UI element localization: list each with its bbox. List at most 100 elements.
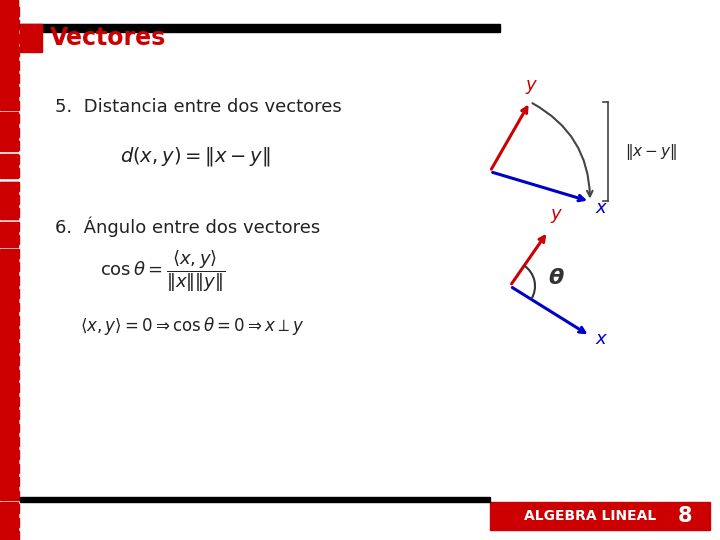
Bar bbox=[0, 349, 18, 359]
Bar bbox=[0, 516, 18, 526]
Bar bbox=[0, 168, 19, 177]
Text: 6.  Ángulo entre dos vectores: 6. Ángulo entre dos vectores bbox=[55, 216, 320, 237]
Bar bbox=[0, 251, 18, 261]
Bar bbox=[0, 289, 19, 298]
Bar bbox=[0, 491, 19, 500]
Bar bbox=[0, 91, 18, 105]
Bar bbox=[0, 160, 18, 173]
Bar bbox=[0, 307, 18, 317]
Bar bbox=[0, 437, 19, 446]
Bar bbox=[0, 87, 19, 97]
Bar bbox=[0, 101, 19, 110]
Bar bbox=[0, 435, 18, 448]
Bar bbox=[0, 222, 19, 231]
Bar bbox=[0, 343, 18, 357]
Bar bbox=[0, 42, 18, 52]
Bar bbox=[0, 343, 19, 352]
Bar bbox=[0, 74, 19, 83]
Text: $\langle x, y \rangle = 0 \Rightarrow \cos\theta = 0 \Rightarrow x \perp y$: $\langle x, y \rangle = 0 \Rightarrow \c… bbox=[80, 315, 305, 337]
Bar bbox=[0, 262, 19, 271]
Bar bbox=[0, 488, 18, 498]
Bar bbox=[0, 98, 18, 108]
Bar bbox=[0, 320, 18, 334]
Bar bbox=[0, 297, 18, 311]
Bar bbox=[0, 224, 18, 233]
Bar bbox=[0, 363, 18, 373]
Bar bbox=[0, 237, 18, 247]
Bar bbox=[0, 377, 18, 387]
Bar bbox=[0, 370, 19, 379]
Bar bbox=[0, 433, 18, 442]
Bar bbox=[0, 181, 19, 191]
Text: 5.  Distancia entre dos vectores: 5. Distancia entre dos vectores bbox=[55, 98, 342, 116]
Text: x: x bbox=[595, 199, 606, 218]
Bar bbox=[0, 45, 18, 59]
Bar bbox=[0, 460, 18, 470]
Text: ALGEBRA LINEAL: ALGEBRA LINEAL bbox=[524, 509, 656, 523]
Bar bbox=[0, 154, 19, 164]
Bar bbox=[0, 518, 19, 526]
Bar bbox=[0, 404, 18, 415]
Bar bbox=[0, 114, 19, 123]
Bar bbox=[0, 447, 18, 456]
Text: y: y bbox=[525, 76, 536, 94]
Bar bbox=[0, 56, 18, 66]
Bar bbox=[0, 22, 18, 36]
Bar bbox=[0, 526, 18, 540]
Bar bbox=[0, 274, 18, 288]
Bar bbox=[0, 265, 18, 275]
Bar bbox=[0, 70, 18, 80]
Bar bbox=[20, 24, 500, 32]
Text: Vectores: Vectores bbox=[50, 26, 166, 50]
Bar bbox=[0, 418, 18, 428]
Bar bbox=[0, 390, 18, 401]
Bar bbox=[0, 293, 18, 303]
Text: y: y bbox=[550, 205, 561, 224]
Bar bbox=[0, 450, 19, 460]
Text: $d(x, y) = \|x - y\|$: $d(x, y) = \|x - y\|$ bbox=[120, 145, 271, 168]
Bar bbox=[0, 210, 18, 219]
Bar bbox=[0, 235, 19, 244]
Bar bbox=[0, 335, 18, 345]
Bar bbox=[0, 389, 18, 403]
Bar bbox=[0, 279, 18, 289]
Bar bbox=[0, 126, 18, 136]
Bar bbox=[0, 249, 19, 258]
Bar bbox=[0, 114, 18, 128]
Bar bbox=[0, 411, 18, 426]
Bar bbox=[0, 464, 19, 473]
Bar bbox=[0, 205, 18, 219]
Bar bbox=[0, 423, 19, 433]
Bar bbox=[0, 531, 19, 540]
Bar bbox=[0, 181, 18, 192]
Bar bbox=[490, 502, 710, 530]
Bar bbox=[20, 24, 42, 52]
Bar bbox=[0, 502, 18, 512]
Bar bbox=[0, 68, 18, 82]
Bar bbox=[0, 14, 18, 24]
Bar bbox=[0, 0, 18, 14]
Bar bbox=[0, 477, 19, 486]
Text: $\|x - y\|$: $\|x - y\|$ bbox=[625, 141, 677, 161]
Bar bbox=[0, 28, 18, 38]
Bar bbox=[0, 167, 18, 178]
Bar bbox=[0, 228, 18, 242]
Bar bbox=[0, 530, 18, 540]
Bar bbox=[0, 33, 19, 43]
Bar bbox=[0, 503, 18, 517]
Text: x: x bbox=[595, 330, 606, 348]
Bar bbox=[0, 84, 18, 94]
Bar bbox=[0, 141, 19, 150]
Bar bbox=[0, 474, 18, 484]
Bar bbox=[0, 140, 18, 150]
Bar bbox=[0, 154, 18, 164]
Bar bbox=[0, 20, 19, 29]
Bar bbox=[0, 112, 18, 122]
Bar bbox=[0, 504, 19, 513]
Bar bbox=[20, 497, 490, 502]
Bar bbox=[0, 47, 19, 56]
Bar bbox=[0, 7, 19, 16]
Text: $\boldsymbol{\theta}$: $\boldsymbol{\theta}$ bbox=[548, 268, 564, 288]
Bar bbox=[0, 356, 19, 365]
Bar bbox=[0, 208, 19, 218]
